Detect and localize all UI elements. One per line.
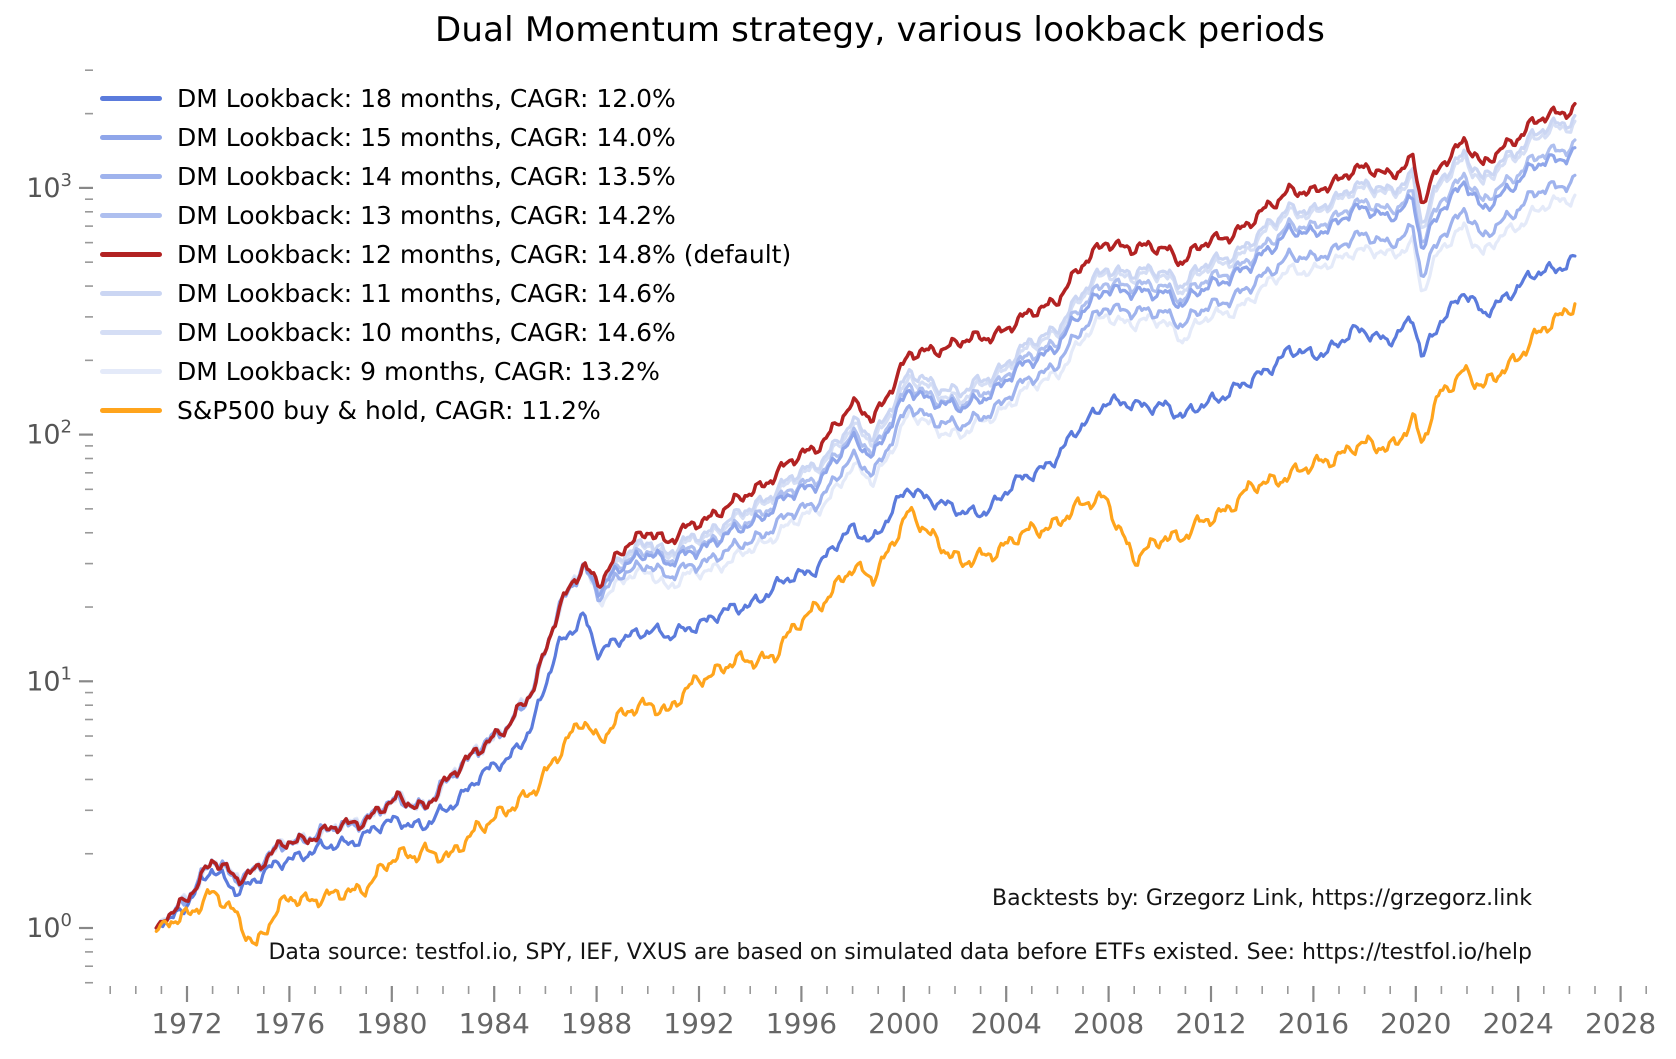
legend-line-swatch-dm11 <box>100 291 162 296</box>
y-tick-label: 103 <box>26 170 72 204</box>
legend-item-sp500: S&P500 buy & hold, CAGR: 11.2% <box>100 391 791 430</box>
x-tick-label: 2008 <box>1073 1007 1144 1040</box>
legend-item-dm11: DM Lookback: 11 months, CAGR: 14.6% <box>100 274 791 313</box>
legend-label-dm12: DM Lookback: 12 months, CAGR: 14.8% (def… <box>177 240 792 269</box>
x-tick-label: 1984 <box>459 1007 530 1040</box>
x-tick-label: 2004 <box>971 1007 1042 1040</box>
data-source-text: Data source: testfol.io, SPY, IEF, VXUS … <box>268 940 1532 965</box>
x-tick-label: 2016 <box>1278 1007 1349 1040</box>
y-tick-label: 101 <box>26 663 72 697</box>
legend-label-sp500: S&P500 buy & hold, CAGR: 11.2% <box>177 396 601 425</box>
legend-item-dm9: DM Lookback: 9 months, CAGR: 13.2% <box>100 352 791 391</box>
legend-item-dm14: DM Lookback: 14 months, CAGR: 13.5% <box>100 157 791 196</box>
y-tick-label: 102 <box>26 417 72 451</box>
legend-item-dm13: DM Lookback: 13 months, CAGR: 14.2% <box>100 196 791 235</box>
legend-label-dm14: DM Lookback: 14 months, CAGR: 13.5% <box>177 162 676 191</box>
legend-line-swatch-sp500 <box>100 408 162 413</box>
legend-line-swatch-dm10 <box>100 330 162 335</box>
legend-label-dm11: DM Lookback: 11 months, CAGR: 14.6% <box>177 279 676 308</box>
x-tick-label: 2000 <box>868 1007 939 1040</box>
legend-item-dm18: DM Lookback: 18 months, CAGR: 12.0% <box>100 79 791 118</box>
legend-label-dm10: DM Lookback: 10 months, CAGR: 14.6% <box>177 318 676 347</box>
legend-line-swatch-dm18 <box>100 96 162 101</box>
x-tick-label: 1996 <box>766 1007 837 1040</box>
series-line-sp500 <box>154 302 1577 947</box>
x-tick-label: 2024 <box>1483 1007 1554 1040</box>
legend-label-dm15: DM Lookback: 15 months, CAGR: 14.0% <box>177 123 676 152</box>
x-tick-label: 1992 <box>663 1007 734 1040</box>
series-line-dm18 <box>154 253 1577 930</box>
legend-line-swatch-dm9 <box>100 369 162 374</box>
x-tick-label: 2020 <box>1380 1007 1451 1040</box>
legend-line-swatch-dm15 <box>100 135 162 140</box>
legend-label-dm18: DM Lookback: 18 months, CAGR: 12.0% <box>177 84 676 113</box>
legend-line-swatch-dm13 <box>100 213 162 218</box>
backtests-credit-text: Backtests by: Grzegorz Link, https://grz… <box>992 886 1532 911</box>
legend-item-dm15: DM Lookback: 15 months, CAGR: 14.0% <box>100 118 791 157</box>
legend-item-dm10: DM Lookback: 10 months, CAGR: 14.6% <box>100 313 791 352</box>
x-tick-label: 2012 <box>1175 1007 1246 1040</box>
chart-title: Dual Momentum strategy, various lookback… <box>435 10 1325 50</box>
y-tick-label: 100 <box>26 910 72 944</box>
series-line-dm12 <box>154 101 1577 930</box>
legend-line-swatch-dm12 <box>100 252 162 257</box>
legend-line-swatch-dm14 <box>100 174 162 179</box>
x-tick-label: 1972 <box>151 1007 222 1040</box>
legend-item-dm12: DM Lookback: 12 months, CAGR: 14.8% (def… <box>100 235 791 274</box>
legend-label-dm13: DM Lookback: 13 months, CAGR: 14.2% <box>177 201 676 230</box>
x-tick-label: 1976 <box>254 1007 325 1040</box>
chart-legend: DM Lookback: 18 months, CAGR: 12.0% DM Lo… <box>100 79 791 430</box>
legend-label-dm9: DM Lookback: 9 months, CAGR: 13.2% <box>177 357 660 386</box>
x-tick-label: 1988 <box>561 1007 632 1040</box>
x-tick-label: 2028 <box>1585 1007 1656 1040</box>
x-tick-label: 1980 <box>356 1007 427 1040</box>
